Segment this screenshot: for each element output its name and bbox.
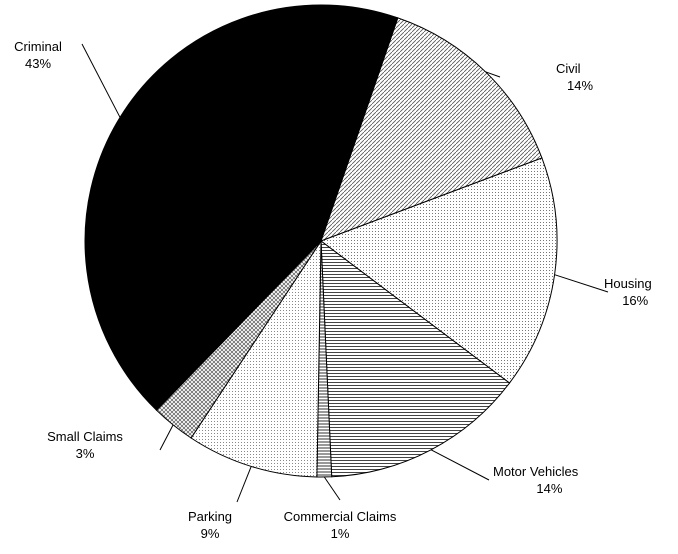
slice-label-percent: 3% (76, 446, 95, 461)
slice-label: Civil 14% (556, 61, 593, 93)
slice-label-category: Commercial Claims (284, 509, 397, 524)
slice-label: Housing 16% (604, 276, 652, 308)
leader-line (236, 466, 252, 503)
slice-label: Parking 9% (188, 509, 232, 541)
pie-slice-civil (320, 17, 543, 242)
leader-lines (81, 43, 609, 503)
slice-label-category: Civil (556, 61, 581, 76)
slice-label-category: Housing (604, 276, 652, 291)
slice-label-percent: 14% (536, 481, 562, 496)
leader-line (554, 274, 609, 293)
leader-line (159, 424, 174, 451)
slice-label: Motor Vehicles 14% (493, 464, 579, 496)
pie-slice-housing (319, 157, 558, 384)
slice-label-percent: 1% (331, 526, 350, 541)
pie-slice-motor-vehicles (320, 239, 511, 478)
slice-label: Commercial Claims 1% (284, 509, 397, 541)
slice-label-category: Motor Vehicles (493, 464, 579, 479)
slice-label: Criminal 43% (14, 39, 62, 71)
slice-label-category: Criminal (14, 39, 62, 54)
pie-slice-parking (190, 239, 322, 478)
leader-line (430, 449, 490, 481)
pie-slice-criminal (84, 4, 399, 411)
slice-label-percent: 43% (25, 56, 51, 71)
leader-line (323, 476, 341, 501)
slice-labels: Civil 14% Housing 16% Motor Vehicles 14% Comme… (14, 39, 652, 541)
slice-label-category: Small Claims (47, 429, 123, 444)
leader-line (485, 71, 501, 78)
slice-label: Small Claims 3% (47, 429, 123, 461)
slice-label-percent: 16% (622, 293, 648, 308)
slice-label-percent: 9% (201, 526, 220, 541)
pie-slices (84, 4, 558, 478)
slice-label-percent: 14% (567, 78, 593, 93)
slice-label-category: Parking (188, 509, 232, 524)
leader-line (81, 43, 121, 118)
